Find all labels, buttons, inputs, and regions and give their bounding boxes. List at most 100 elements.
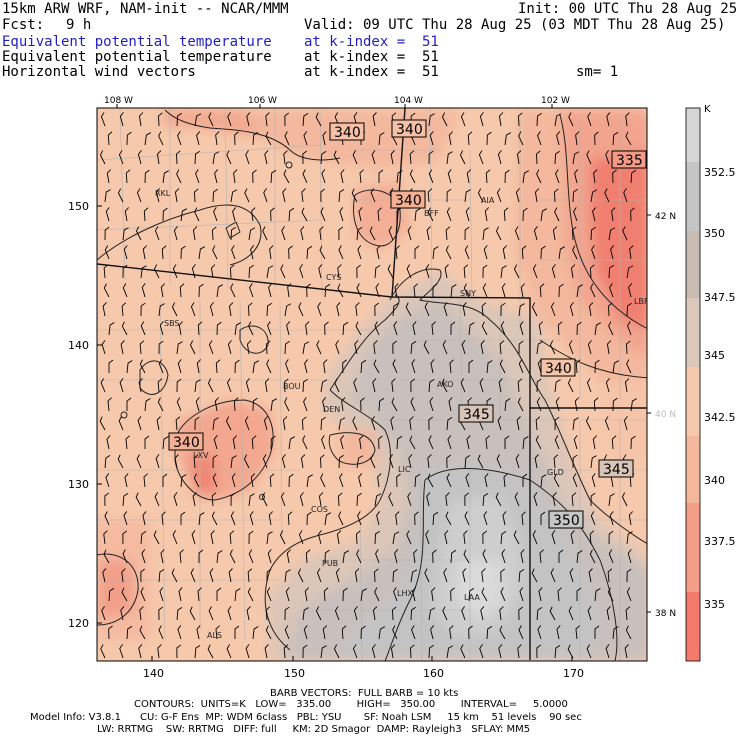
wind-barb — [208, 340, 214, 355]
wind-barb — [450, 549, 457, 564]
wind-barb — [592, 207, 597, 222]
wind-barb — [572, 454, 578, 469]
wind-barb — [248, 493, 255, 507]
wind-barb — [540, 245, 546, 260]
wind-barb — [360, 588, 367, 602]
wind-barb — [409, 150, 415, 165]
field-3-level: at k-index = 51 — [304, 64, 439, 80]
station-label: RKL — [155, 189, 171, 198]
wind-barb — [466, 435, 471, 450]
wind-barb — [594, 322, 601, 336]
wind-barb — [594, 131, 599, 146]
wind-barb — [234, 588, 241, 602]
wind-barb — [269, 245, 274, 260]
wind-barb — [157, 644, 162, 659]
wind-barb — [245, 150, 250, 165]
wind-barb — [216, 587, 222, 601]
wind-barb — [497, 150, 502, 165]
wind-barb — [262, 454, 268, 469]
wind-barb — [171, 568, 178, 583]
wind-barb — [448, 131, 454, 146]
wind-barb — [356, 530, 361, 545]
wind-barb — [190, 568, 196, 583]
wind-barb — [322, 131, 327, 146]
wind-barb — [377, 473, 382, 488]
wind-barb — [338, 417, 346, 431]
wind-barb — [158, 569, 165, 583]
lat-label: 38 N — [655, 609, 676, 619]
theta-e-shading: 340 340 335 340 340 345 340 345 350 RKL … — [97, 108, 647, 661]
wind-barb — [228, 302, 234, 317]
wind-barb — [225, 416, 232, 431]
wind-barb — [156, 150, 162, 165]
wind-barb — [518, 131, 524, 146]
wind-barb — [214, 169, 219, 184]
wind-barb — [609, 283, 614, 298]
wind-barb — [209, 302, 214, 317]
wind-barb — [153, 264, 160, 279]
wind-barb — [428, 113, 435, 127]
wind-barb — [576, 321, 582, 336]
wind-barb — [432, 283, 438, 297]
wind-barb — [572, 151, 580, 165]
wind-barb — [302, 416, 307, 431]
wind-barb — [429, 397, 434, 412]
wind-barb — [107, 397, 112, 412]
wind-barb — [481, 321, 488, 336]
wind-barb — [450, 587, 455, 602]
wind-barb — [496, 188, 502, 203]
wind-barb — [594, 359, 600, 374]
wind-barb — [588, 302, 594, 317]
wind-barb — [356, 549, 362, 564]
wind-barb — [266, 302, 272, 317]
wind-barb — [99, 150, 106, 165]
wind-barb — [586, 644, 592, 659]
wind-barb — [500, 302, 506, 317]
wind-barb — [572, 245, 578, 260]
wind-barb — [396, 207, 402, 221]
wind-barb — [459, 150, 466, 165]
wind-barb — [392, 568, 398, 583]
wind-barb — [246, 112, 251, 127]
wind-barb — [533, 492, 538, 507]
wind-barb — [231, 245, 236, 260]
wind-barb — [268, 511, 274, 526]
wind-barb — [574, 169, 579, 184]
wind-barb — [377, 207, 382, 222]
wind-barb — [298, 530, 304, 545]
wind-barb — [231, 473, 236, 488]
wind-barb — [486, 131, 492, 146]
wind-barb — [136, 188, 142, 203]
colorbar-label: 347.5 — [704, 291, 736, 304]
wind-barb — [304, 359, 309, 374]
wind-barb — [355, 321, 362, 336]
station-label: CYS — [326, 273, 341, 282]
wind-barb — [230, 189, 238, 203]
wind-barb — [428, 416, 434, 431]
wind-barb — [161, 245, 167, 260]
wind-barb — [210, 264, 216, 279]
wind-barb — [353, 606, 358, 621]
wind-barb — [299, 264, 304, 279]
station-label: LHX — [397, 589, 413, 598]
wind-barb — [103, 264, 109, 279]
wind-barb — [320, 207, 326, 222]
wind-barb — [354, 568, 360, 583]
wind-barb — [630, 398, 637, 412]
wind-barb — [373, 359, 380, 374]
wind-barb — [122, 264, 128, 279]
wind-barb — [466, 169, 472, 184]
wind-barb — [285, 359, 290, 374]
wind-barb — [468, 322, 475, 336]
wind-barb — [306, 474, 313, 488]
wind-barb — [448, 397, 453, 412]
colorbar-swatch — [686, 503, 700, 592]
wind-barb — [318, 492, 324, 507]
wind-barb — [567, 378, 574, 393]
wind-barb — [342, 550, 349, 564]
wind-barb — [396, 170, 403, 184]
wind-barb — [621, 492, 628, 507]
wind-barb — [557, 587, 562, 602]
wind-barb — [244, 188, 250, 203]
wind-barb — [198, 246, 205, 260]
